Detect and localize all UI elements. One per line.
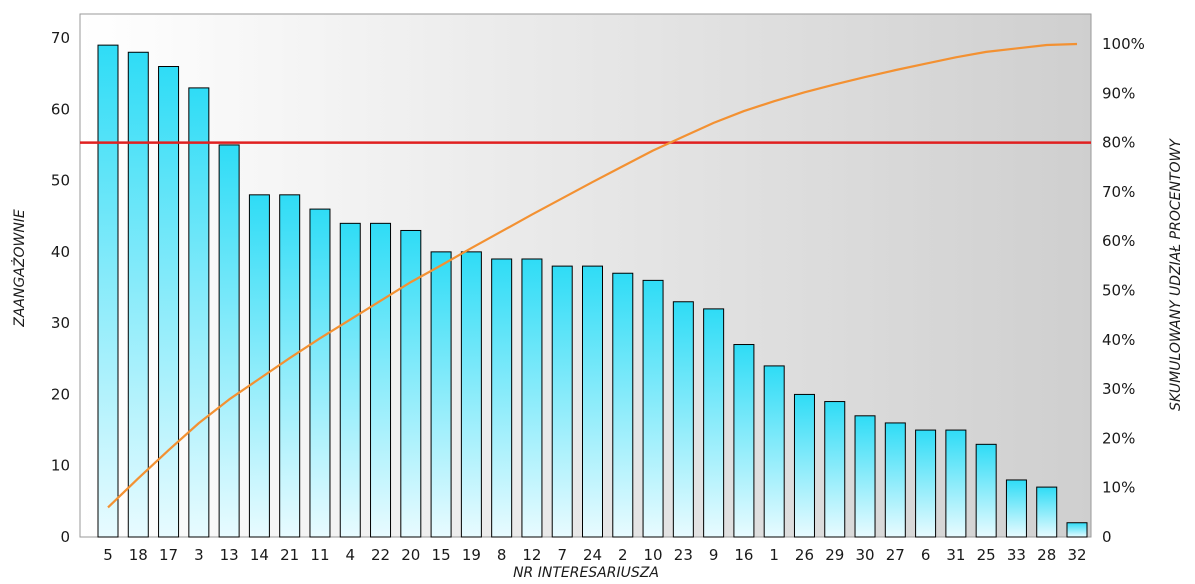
y2-tick-label: 80%: [1102, 134, 1135, 152]
y-tick-label: 60: [51, 100, 70, 118]
bars: [97, 44, 1088, 538]
x-tick-label: 4: [345, 546, 355, 564]
x-axis-ticks: 5 18 17 3 13 14 21 11 4 22 20 15 19 8 12 7 24 2 10 23 9 16 1 26…: [103, 546, 1086, 564]
y-tick-label: 70: [51, 29, 70, 47]
x-tick-label: 12: [522, 546, 541, 564]
x-tick-label: 15: [432, 546, 451, 564]
x-tick-label: 3: [194, 546, 204, 564]
y2-tick-label: 100%: [1102, 35, 1145, 53]
bar-24: [582, 265, 603, 538]
x-tick-label: 5: [103, 546, 113, 564]
x-tick-label: 10: [644, 546, 663, 564]
x-tick-label: 32: [1067, 546, 1086, 564]
x-tick-label: 27: [886, 546, 905, 564]
bar-23: [672, 301, 694, 538]
y2-tick-label: 30%: [1102, 380, 1135, 398]
lines: [80, 42, 1091, 509]
y2-tick-label: 90%: [1102, 84, 1135, 102]
bar-19: [460, 251, 482, 538]
x-tick-label: 30: [855, 546, 874, 564]
y-tick-label: 0: [60, 528, 70, 546]
y-tick-label: 30: [51, 314, 70, 332]
y2-tick-label: 0: [1102, 528, 1112, 546]
x-tick-label: 14: [250, 546, 269, 564]
bar-16: [733, 344, 755, 538]
bar-3: [188, 87, 210, 538]
y-tick-label: 20: [51, 385, 70, 403]
bar-1: [763, 365, 785, 538]
x-tick-label: 11: [310, 546, 329, 564]
y-tick-label: 50: [51, 172, 70, 190]
x-tick-label: 19: [462, 546, 481, 564]
bar-33: [1005, 479, 1027, 538]
x-tick-label: 26: [795, 546, 814, 564]
x-tick-label: 9: [709, 546, 719, 564]
bar-21: [279, 194, 301, 538]
bar-6: [915, 429, 937, 538]
y2-axis-title: SKUMULOWANY UDZIAŁ PROCENTOWY: [1168, 138, 1184, 411]
x-tick-label: 20: [401, 546, 420, 564]
bar-7: [551, 265, 573, 538]
y-tick-label: 40: [51, 243, 70, 261]
bar-15: [430, 251, 452, 538]
y2-axis-ticks: 0 10% 20% 30% 40% 50% 60% 70% 80% 90% 100%: [1102, 35, 1145, 546]
bar-2: [612, 272, 634, 538]
y2-tick-label: 70%: [1102, 183, 1135, 201]
cumulative-percent-line: [107, 42, 1078, 509]
y-axis-ticks: 0 10 20 30 40 50 60 70: [51, 29, 70, 546]
bar-11: [309, 208, 331, 538]
x-tick-label: 1: [769, 546, 779, 564]
x-tick-label: 2: [618, 546, 628, 564]
x-tick-label: 31: [946, 546, 965, 564]
bar-20: [400, 229, 422, 538]
bar-8: [491, 258, 513, 538]
bar-27: [884, 422, 906, 538]
y2-tick-label: 60%: [1102, 232, 1135, 250]
x-tick-label: 29: [825, 546, 844, 564]
bar-4: [339, 222, 361, 538]
x-tick-label: 6: [921, 546, 931, 564]
bar-32: [1066, 522, 1088, 538]
x-tick-label: 17: [159, 546, 178, 564]
x-tick-label: 16: [734, 546, 753, 564]
bar-9: [703, 308, 725, 538]
bar-31: [945, 429, 967, 538]
y2-tick-label: 50%: [1102, 282, 1135, 300]
bar-12: [521, 258, 543, 538]
bar-29: [824, 401, 846, 538]
y2-tick-label: 20%: [1102, 429, 1135, 447]
x-tick-label: 18: [129, 546, 148, 564]
bar-13: [218, 144, 240, 538]
bar-10: [642, 279, 664, 538]
x-tick-label: 33: [1007, 546, 1026, 564]
bar-28: [1036, 486, 1058, 538]
bar-25: [975, 443, 997, 538]
bar-26: [793, 393, 815, 538]
bar-22: [370, 222, 392, 538]
x-tick-label: 7: [557, 546, 567, 564]
x-tick-label: 8: [497, 546, 507, 564]
bar-18: [127, 51, 149, 538]
bar-5: [97, 44, 119, 538]
bar-30: [854, 415, 876, 538]
x-tick-label: 28: [1037, 546, 1056, 564]
x-tick-label: 25: [977, 546, 996, 564]
x-tick-label: 21: [280, 546, 299, 564]
x-axis-title: NR INTERESARIUSZA: [513, 565, 659, 581]
x-tick-label: 23: [674, 546, 693, 564]
x-tick-label: 22: [371, 546, 390, 564]
x-tick-label: 24: [583, 546, 602, 564]
bar-17: [158, 66, 180, 538]
y-tick-label: 10: [51, 457, 70, 475]
y2-tick-label: 10%: [1102, 479, 1135, 497]
bar-14: [248, 194, 270, 538]
x-tick-label: 13: [220, 546, 239, 564]
y-axis-title: ZAANGAŻOWNIE: [10, 209, 28, 328]
y2-tick-label: 40%: [1102, 331, 1135, 349]
